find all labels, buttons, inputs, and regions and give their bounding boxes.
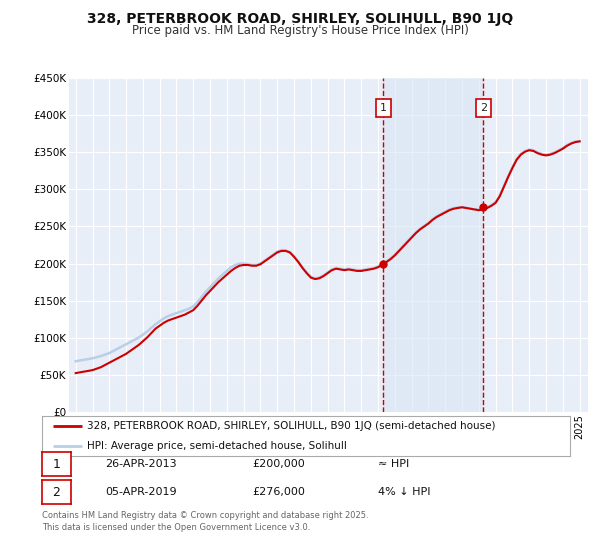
Text: £200,000: £200,000 [252,459,305,469]
Text: 328, PETERBROOK ROAD, SHIRLEY, SOLIHULL, B90 1JQ (semi-detached house): 328, PETERBROOK ROAD, SHIRLEY, SOLIHULL,… [87,421,496,431]
Text: 2: 2 [480,103,487,113]
Text: HPI: Average price, semi-detached house, Solihull: HPI: Average price, semi-detached house,… [87,441,347,451]
Bar [383,78,484,412]
Text: 1: 1 [380,103,387,113]
Text: Contains HM Land Registry data © Crown copyright and database right 2025.
This d: Contains HM Land Registry data © Crown c… [42,511,368,531]
Text: Price paid vs. HM Land Registry's House Price Index (HPI): Price paid vs. HM Land Registry's House … [131,24,469,37]
Text: 26-APR-2013: 26-APR-2013 [105,459,176,469]
Text: 4% ↓ HPI: 4% ↓ HPI [378,487,431,497]
Text: 2: 2 [52,486,61,499]
Text: ≈ HPI: ≈ HPI [378,459,409,469]
Text: 1: 1 [52,458,61,471]
Text: 05-APR-2019: 05-APR-2019 [105,487,176,497]
Text: £276,000: £276,000 [252,487,305,497]
Text: 328, PETERBROOK ROAD, SHIRLEY, SOLIHULL, B90 1JQ: 328, PETERBROOK ROAD, SHIRLEY, SOLIHULL,… [87,12,513,26]
